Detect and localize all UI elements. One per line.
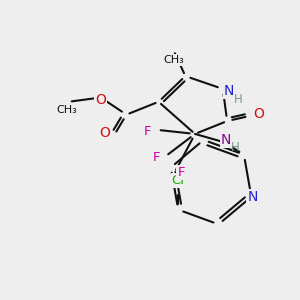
Text: H: H [233,93,242,106]
Text: CH₃: CH₃ [56,105,77,116]
Text: H: H [231,141,240,154]
Text: N: N [221,133,231,147]
Text: O: O [253,106,264,121]
Text: N: N [247,190,258,204]
Text: O: O [100,126,110,140]
Text: F: F [177,166,185,179]
Text: F: F [153,151,160,164]
Text: F: F [144,125,152,138]
Text: O: O [95,93,106,106]
Text: CH₃: CH₃ [163,55,184,65]
Text: Cl: Cl [172,174,185,187]
Text: N: N [224,84,235,98]
